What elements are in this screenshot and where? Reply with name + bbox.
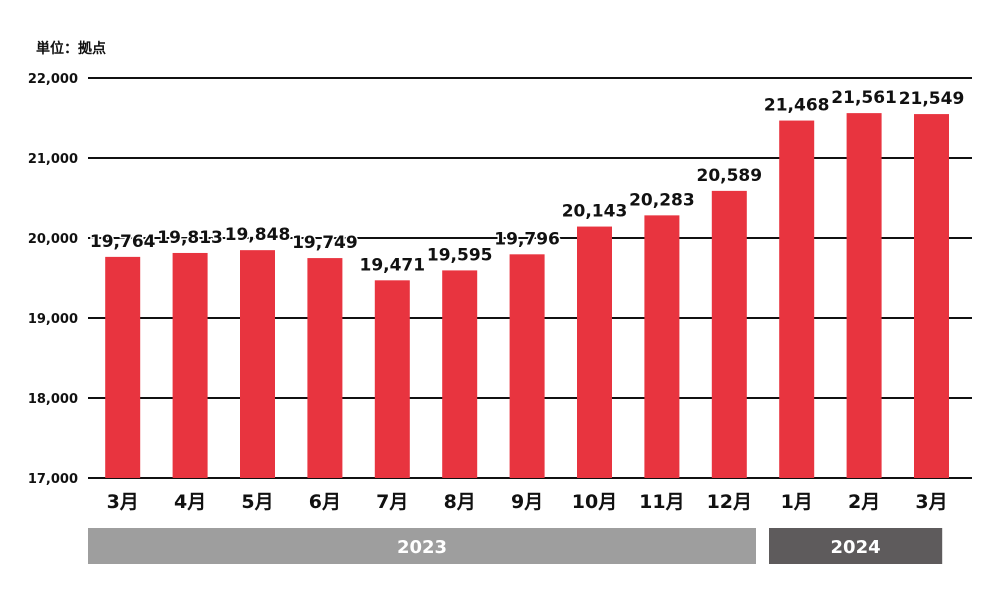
bar: [779, 120, 815, 478]
bar: [307, 258, 343, 478]
data-label: 19,813: [157, 228, 223, 248]
bar: [172, 252, 208, 478]
x-tick-label: 7月: [376, 491, 408, 513]
data-label: 20,589: [696, 166, 762, 186]
data-label: 19,848: [225, 225, 291, 245]
year-label: 2024: [831, 537, 881, 558]
x-tick-label: 2月: [848, 491, 880, 513]
bar: [644, 215, 680, 479]
data-label: 21,468: [764, 96, 830, 116]
bar: [577, 226, 612, 478]
data-label: 20,283: [629, 190, 695, 210]
bar: [509, 254, 545, 478]
unit-label: 単位：拠点: [36, 41, 106, 57]
bar: [846, 113, 882, 479]
y-tick-label: 20,000: [28, 232, 78, 247]
x-tick-label: 3月: [915, 491, 947, 513]
data-label: 21,561: [831, 88, 897, 108]
data-label: 19,749: [292, 233, 358, 253]
bar: [240, 250, 275, 478]
data-label: 19,595: [427, 245, 493, 265]
bar: [374, 280, 410, 478]
bar: [105, 256, 141, 478]
x-tick-label: 1月: [781, 491, 813, 513]
year-label: 2023: [397, 537, 447, 558]
data-label: 19,796: [494, 229, 560, 249]
y-tick-label: 18,000: [28, 392, 78, 407]
bar: [914, 114, 949, 478]
x-axis-ticks: 3月 4月 5月 6月 7月 8月 9月 10月 11月 12月 1月 2月 3月: [107, 491, 948, 513]
data-label: 21,549: [899, 89, 965, 109]
x-tick-label: 3月: [107, 491, 139, 513]
x-tick-label: 12月: [707, 491, 752, 513]
bar: [442, 270, 478, 478]
data-label: 19,471: [359, 255, 425, 275]
x-tick-label: 10月: [572, 491, 617, 513]
x-tick-label: 8月: [444, 491, 476, 513]
x-tick-label: 5月: [241, 491, 273, 513]
y-tick-label: 19,000: [28, 312, 78, 327]
data-label: 19,764: [90, 232, 156, 252]
bars: [105, 113, 949, 479]
year-band: [88, 528, 756, 564]
bar: [711, 190, 747, 478]
x-tick-label: 11月: [639, 491, 684, 513]
x-tick-label: 4月: [174, 491, 206, 513]
year-bands: 2023 2024: [88, 528, 943, 564]
year-band: [769, 528, 943, 564]
x-tick-label: 9月: [511, 491, 543, 513]
y-tick-label: 22,000: [28, 72, 78, 87]
data-label: 20,143: [562, 202, 628, 222]
y-tick-label: 17,000: [28, 472, 78, 487]
x-tick-label: 6月: [309, 491, 341, 513]
y-axis-ticks: 17,000 18,000 19,000 20,000 21,000 22,000: [28, 72, 78, 487]
y-tick-label: 21,000: [28, 152, 78, 167]
